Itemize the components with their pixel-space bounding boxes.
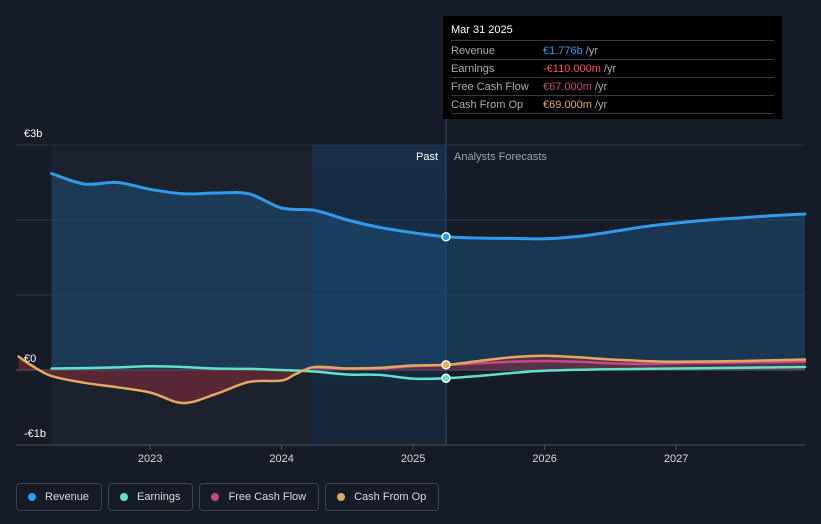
legend-label: Free Cash Flow — [228, 491, 307, 503]
y-tick-label: €3b — [24, 128, 42, 140]
tooltip-label: Revenue — [451, 44, 496, 57]
tooltip-value: -€110.000m — [543, 62, 601, 75]
free-cash-flow-dot-icon — [211, 493, 220, 501]
earnings-marker — [441, 373, 451, 383]
tooltip-value: €69.000m — [543, 98, 592, 111]
tooltip-unit: /yr — [594, 98, 608, 111]
forecast-label: Analysts Forecasts — [454, 151, 547, 163]
legend-item-revenue[interactable]: Revenue — [16, 483, 103, 511]
tooltip-unit: /yr — [603, 62, 617, 75]
legend-label: Earnings — [137, 491, 181, 503]
earnings-dot-icon — [120, 493, 129, 501]
legend-item-free-cash-flow[interactable]: Free Cash Flow — [199, 483, 320, 511]
tooltip-row-cash-from-op: Cash From Op €69.000m /yr — [451, 96, 774, 114]
earnings-line — [50, 365, 807, 381]
cash-from-op-area — [18, 355, 806, 404]
tooltip: Mar 31 2025 Revenue €1.776b /yr Earnings… — [443, 16, 782, 119]
x-tick-label: 2026 — [532, 453, 556, 465]
tooltip-label: Cash From Op — [451, 98, 524, 111]
tooltip-unit: /yr — [585, 44, 598, 57]
x-tick-label: 2024 — [269, 453, 293, 465]
legend: Revenue Earnings Free Cash Flow Cash Fro… — [16, 483, 440, 511]
tooltip-value: €67.000m — [543, 80, 592, 93]
tooltip-date: Mar 31 2025 — [451, 23, 774, 41]
tooltip-row-revenue: Revenue €1.776b /yr — [451, 42, 774, 60]
cash-from-op-line — [17, 354, 807, 405]
legend-item-earnings[interactable]: Earnings — [108, 483, 194, 511]
tooltip-unit: /yr — [594, 80, 608, 93]
tooltip-row-free-cash-flow: Free Cash Flow €67.000m /yr — [451, 78, 774, 96]
past-label: Past — [416, 151, 438, 163]
legend-item-cash-from-op[interactable]: Cash From Op — [325, 483, 440, 511]
tooltip-label: Free Cash Flow — [451, 80, 529, 93]
tooltip-row-earnings: Earnings -€110.000m /yr — [451, 60, 774, 78]
legend-label: Cash From Op — [354, 491, 427, 503]
cash-from-op-dot-icon — [337, 493, 346, 501]
revenue-marker — [441, 232, 451, 242]
cash-from-op-marker — [441, 360, 451, 370]
tooltip-label: Earnings — [451, 62, 495, 75]
revenue-area — [51, 173, 805, 370]
tooltip-value: €1.776b — [543, 44, 583, 57]
x-tick-label: 2025 — [401, 453, 425, 465]
legend-label: Revenue — [45, 491, 90, 503]
revenue-line — [50, 172, 807, 241]
y-tick-label: €0 — [24, 353, 36, 365]
x-tick-label: 2027 — [664, 453, 688, 465]
x-tick-label: 2023 — [138, 453, 162, 465]
revenue-dot-icon — [28, 493, 36, 501]
y-tick-label: -€1b — [24, 428, 46, 440]
